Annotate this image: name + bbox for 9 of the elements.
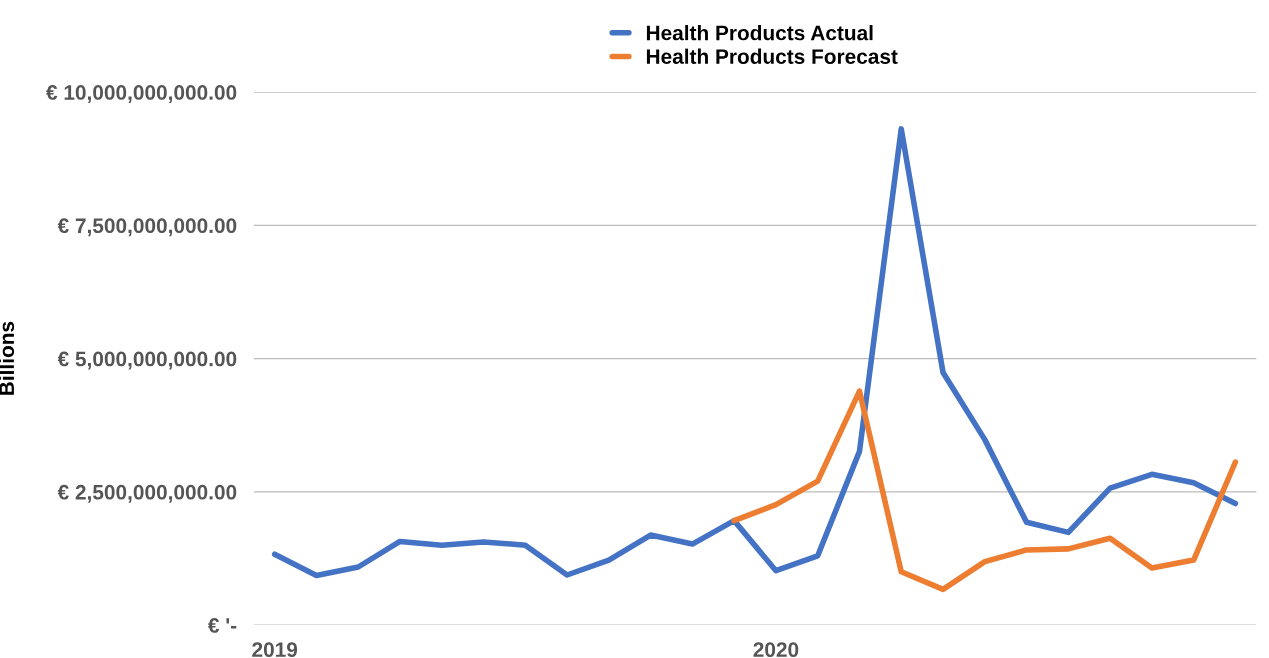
- legend-label: Health Products Forecast: [646, 48, 898, 64]
- y-tick-label: € 2,500,000,000.00: [57, 484, 237, 503]
- y-tick-label: € '-: [207, 618, 237, 633]
- x-tick-label: 2019: [252, 642, 298, 658]
- x-tick-label: 2020: [753, 642, 799, 658]
- y-tick-label: € 5,000,000,000.00: [57, 351, 237, 370]
- y-tick-label: € 10,000,000,000.00: [46, 85, 237, 103]
- y-tick-label: € 7,500,000,000.00: [57, 218, 237, 237]
- legend-label: Health Products Actual: [646, 25, 873, 41]
